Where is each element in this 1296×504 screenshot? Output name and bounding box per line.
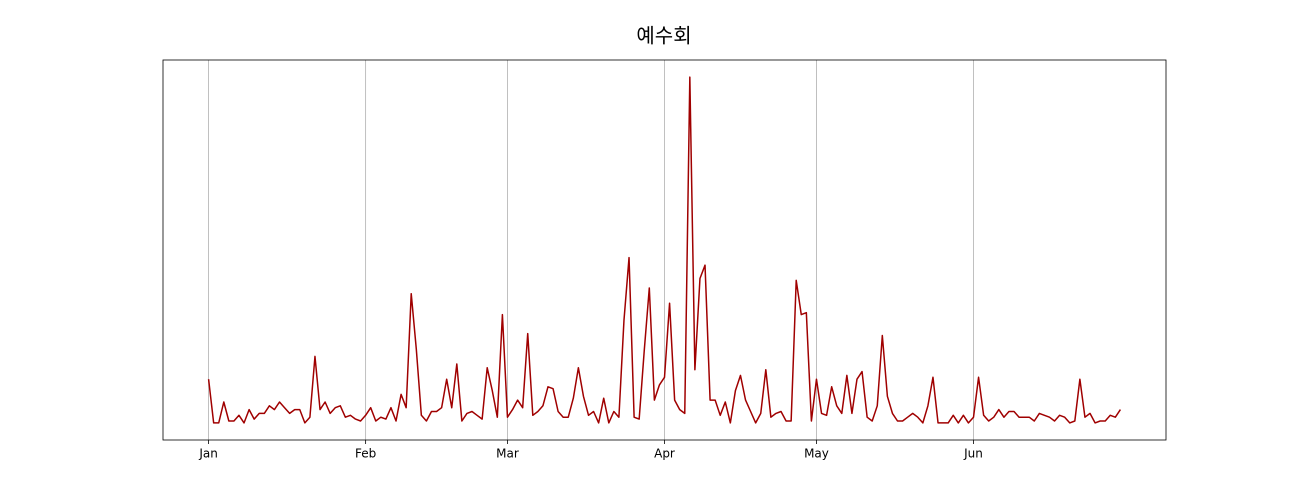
x-tick-label: Jan [198,447,218,461]
x-tick-label: Mar [496,447,519,461]
chart-title: 예수회 [636,24,691,48]
x-tick-label: Feb [355,447,376,461]
line-series [207,76,1122,424]
x-tick-label: May [804,447,829,461]
x-tick-label: Jun [963,447,983,461]
x-tick-label: Apr [654,447,675,461]
plot-frame [162,59,1167,441]
